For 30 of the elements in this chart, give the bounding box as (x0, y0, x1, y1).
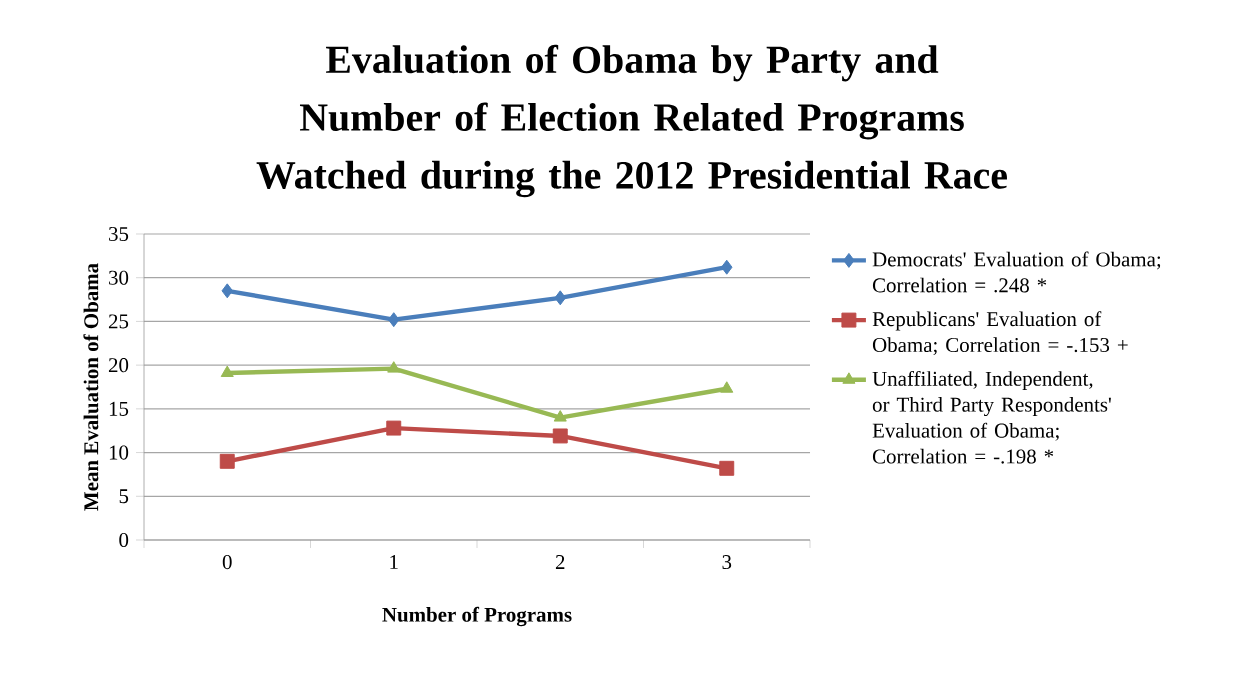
y-tick-label: 5 (119, 489, 129, 504)
point (552, 428, 568, 444)
point (221, 283, 233, 299)
point (719, 460, 735, 476)
point (554, 290, 566, 306)
point (721, 259, 733, 275)
legend-label: Republicans' Evaluation of Obama; Correlation = -.153 + (872, 311, 1128, 356)
x-axis-title: Number of Programs (382, 606, 572, 627)
x-tick-label: 0 (222, 555, 232, 570)
y-axis-title: Mean Evaluation of Obama (83, 263, 99, 511)
point (386, 420, 402, 436)
point (387, 361, 401, 373)
point (220, 365, 234, 377)
point (388, 312, 400, 328)
x-tick-label: 2 (555, 555, 565, 569)
y-tick-label: 35 (109, 226, 129, 242)
y-tick-label: 25 (108, 314, 129, 329)
y-tick-label: 15 (109, 401, 129, 416)
point (219, 453, 235, 469)
y-tick-label: 10 (109, 445, 129, 460)
y-tick-label: 30 (109, 270, 129, 285)
x-tick-label: 1 (390, 555, 398, 569)
y-tick-label: 20 (108, 358, 129, 373)
chart-title: Evaluation of Obama by Party and Number of Election Related Programs Watched during the 2012 Presidential Race (256, 44, 1007, 198)
point (553, 410, 567, 422)
x-tick-label: 3 (722, 555, 732, 570)
legend-label: Unaffiliated, Independent, or Third Party Respondents' Evaluation of Obama; Correlation = -.198 * (872, 370, 1111, 464)
point (720, 381, 734, 393)
legend-label: Democrats' Evaluation of Obama; Correlation = .248 * (872, 251, 1161, 293)
y-tick-label: 0 (119, 532, 129, 548)
